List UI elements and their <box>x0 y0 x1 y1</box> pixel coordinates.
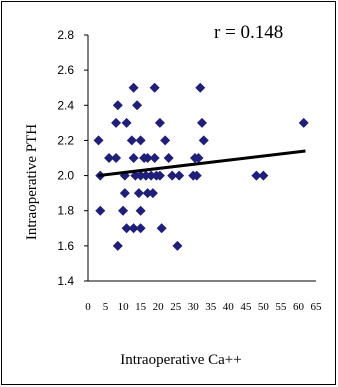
y-tick-label: 2.6 <box>57 63 74 77</box>
data-point <box>132 100 143 111</box>
x-tick-label: 15 <box>135 301 147 313</box>
data-point <box>128 153 139 163</box>
data-point <box>142 153 153 163</box>
data-point <box>154 170 165 181</box>
data-point <box>298 117 309 128</box>
data-point <box>172 240 183 251</box>
data-point <box>142 188 153 199</box>
data-point <box>140 170 151 181</box>
x-tick-label: 5 <box>103 301 109 313</box>
x-tick-label: 55 <box>275 301 287 313</box>
data-point <box>174 170 185 181</box>
x-tick-label: 20 <box>153 301 165 313</box>
data-point <box>135 223 146 234</box>
data-points <box>93 82 309 251</box>
data-point <box>195 82 206 93</box>
data-point <box>112 100 123 111</box>
data-point <box>111 153 122 163</box>
data-point <box>160 135 171 146</box>
y-tick-label: 1.8 <box>57 204 74 218</box>
data-point <box>128 223 139 234</box>
x-tick-label: 50 <box>258 301 270 313</box>
data-point <box>128 82 139 93</box>
y-tick-label: 1.4 <box>57 274 74 288</box>
trendline <box>98 149 306 178</box>
data-point <box>198 135 209 146</box>
data-point <box>121 223 132 234</box>
data-point <box>126 135 137 146</box>
x-tick-label: 40 <box>223 301 235 313</box>
y-tick-label: 2.2 <box>57 133 74 147</box>
data-point <box>163 153 174 163</box>
data-point <box>104 153 115 163</box>
x-tick-label: 25 <box>170 301 182 313</box>
data-point <box>156 223 167 234</box>
data-point <box>167 170 178 181</box>
data-point <box>93 135 104 146</box>
data-point <box>197 117 207 128</box>
data-point <box>149 82 160 93</box>
data-point <box>118 205 129 216</box>
correlation-annotation: r = 0.148 <box>214 22 283 43</box>
data-point <box>133 188 144 199</box>
data-point <box>130 170 141 181</box>
y-axis-ticks: 1.4 1.6 1.8 2.0 2.2 2.4 2.6 2.8 <box>57 28 88 288</box>
data-point <box>154 117 165 128</box>
data-point <box>149 153 160 163</box>
x-tick-label: 0 <box>85 301 91 313</box>
x-tick-label: 35 <box>205 301 217 313</box>
plot-area: 1.4 1.6 1.8 2.0 2.2 2.4 2.6 2.8 0 5 10 15 20 25 30 35 4… <box>57 28 322 313</box>
data-point <box>258 170 269 181</box>
x-tick-label: 30 <box>188 301 200 313</box>
data-point <box>193 153 204 163</box>
data-point <box>121 117 132 128</box>
x-axis-ticks: 0 5 10 15 20 25 30 35 40 45 50 55 60 65 <box>85 301 322 313</box>
y-tick-label: 2.4 <box>57 98 74 112</box>
data-point <box>119 188 130 199</box>
data-point <box>147 188 158 199</box>
y-axis-title: Intraoperative PTH <box>24 124 40 240</box>
data-point <box>111 117 122 128</box>
data-point <box>135 135 146 146</box>
data-point <box>135 205 146 216</box>
y-tick-label: 1.6 <box>57 239 74 253</box>
data-point <box>191 170 202 181</box>
data-point <box>112 240 123 251</box>
y-tick-label: 2.8 <box>57 28 74 42</box>
data-point <box>135 170 146 181</box>
data-point <box>146 170 157 181</box>
x-tick-label: 45 <box>240 301 252 313</box>
y-tick-label: 2.0 <box>57 169 74 183</box>
x-tick-label: 60 <box>293 301 305 313</box>
data-point <box>95 205 106 216</box>
x-tick-label: 10 <box>118 301 130 313</box>
data-point <box>251 170 262 181</box>
x-tick-label: 65 <box>311 301 323 313</box>
x-axis-title: Intraoperative Ca++ <box>120 352 241 368</box>
